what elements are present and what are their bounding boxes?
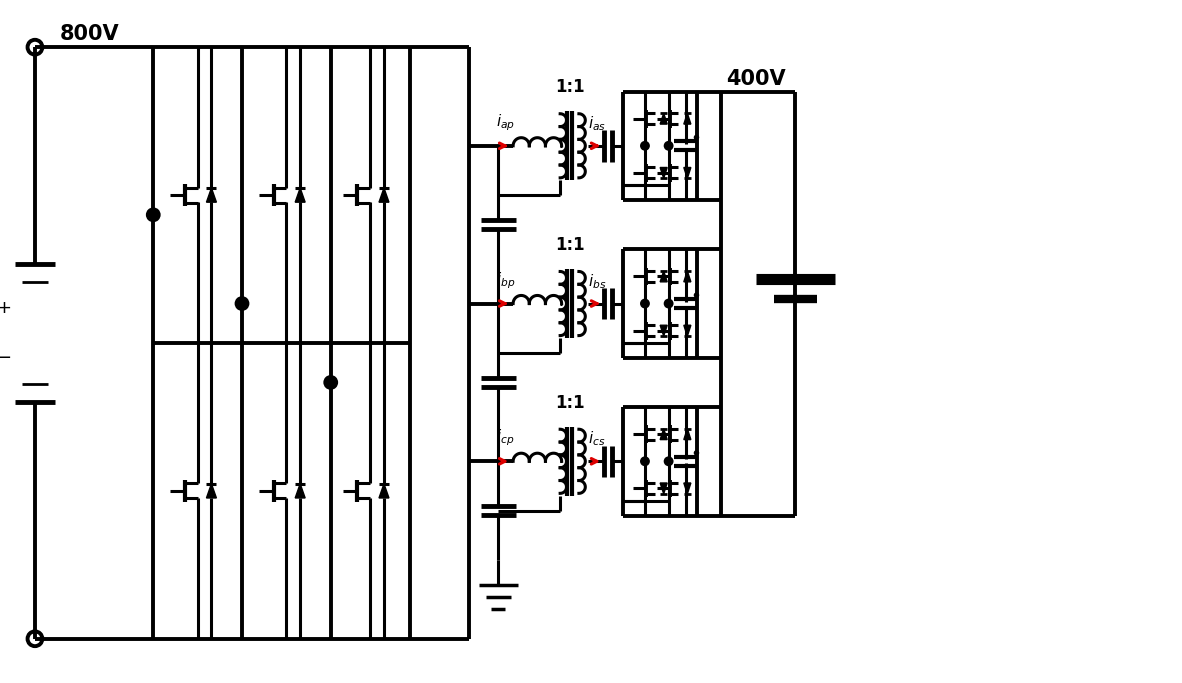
- Text: $i_{ap}$: $i_{ap}$: [495, 113, 514, 133]
- Text: 800V: 800V: [59, 24, 119, 44]
- Polygon shape: [207, 484, 216, 498]
- Polygon shape: [296, 188, 305, 202]
- Circle shape: [694, 450, 700, 456]
- Polygon shape: [207, 188, 216, 202]
- Text: 400V: 400V: [726, 68, 786, 89]
- Text: +: +: [0, 299, 11, 318]
- Circle shape: [694, 135, 700, 140]
- Text: 1:1: 1:1: [554, 394, 584, 412]
- Polygon shape: [684, 325, 690, 336]
- Polygon shape: [661, 429, 667, 440]
- Text: −: −: [0, 349, 11, 367]
- Polygon shape: [684, 271, 690, 282]
- Polygon shape: [661, 271, 667, 282]
- Polygon shape: [684, 167, 690, 178]
- Polygon shape: [661, 113, 667, 124]
- Text: $i_{cs}$: $i_{cs}$: [589, 430, 606, 449]
- Text: 1:1: 1:1: [554, 236, 584, 254]
- Circle shape: [234, 296, 249, 311]
- Circle shape: [663, 456, 674, 466]
- Polygon shape: [661, 167, 667, 178]
- Polygon shape: [296, 484, 305, 498]
- Text: $i_{as}$: $i_{as}$: [589, 114, 606, 133]
- Polygon shape: [661, 325, 667, 336]
- Circle shape: [639, 298, 650, 309]
- Polygon shape: [379, 188, 389, 202]
- Polygon shape: [661, 483, 667, 494]
- Polygon shape: [684, 483, 690, 494]
- Text: $i_{cp}$: $i_{cp}$: [496, 428, 514, 449]
- Circle shape: [639, 141, 650, 151]
- Text: 1:1: 1:1: [554, 79, 584, 96]
- Polygon shape: [684, 429, 690, 440]
- Circle shape: [145, 208, 161, 222]
- Text: $i_{bp}$: $i_{bp}$: [495, 270, 515, 291]
- Polygon shape: [379, 484, 389, 498]
- Circle shape: [663, 298, 674, 309]
- Circle shape: [324, 375, 338, 390]
- Circle shape: [663, 141, 674, 151]
- Circle shape: [639, 456, 650, 466]
- Text: $i_{bs}$: $i_{bs}$: [587, 272, 606, 291]
- Circle shape: [694, 292, 700, 298]
- Polygon shape: [684, 113, 690, 124]
